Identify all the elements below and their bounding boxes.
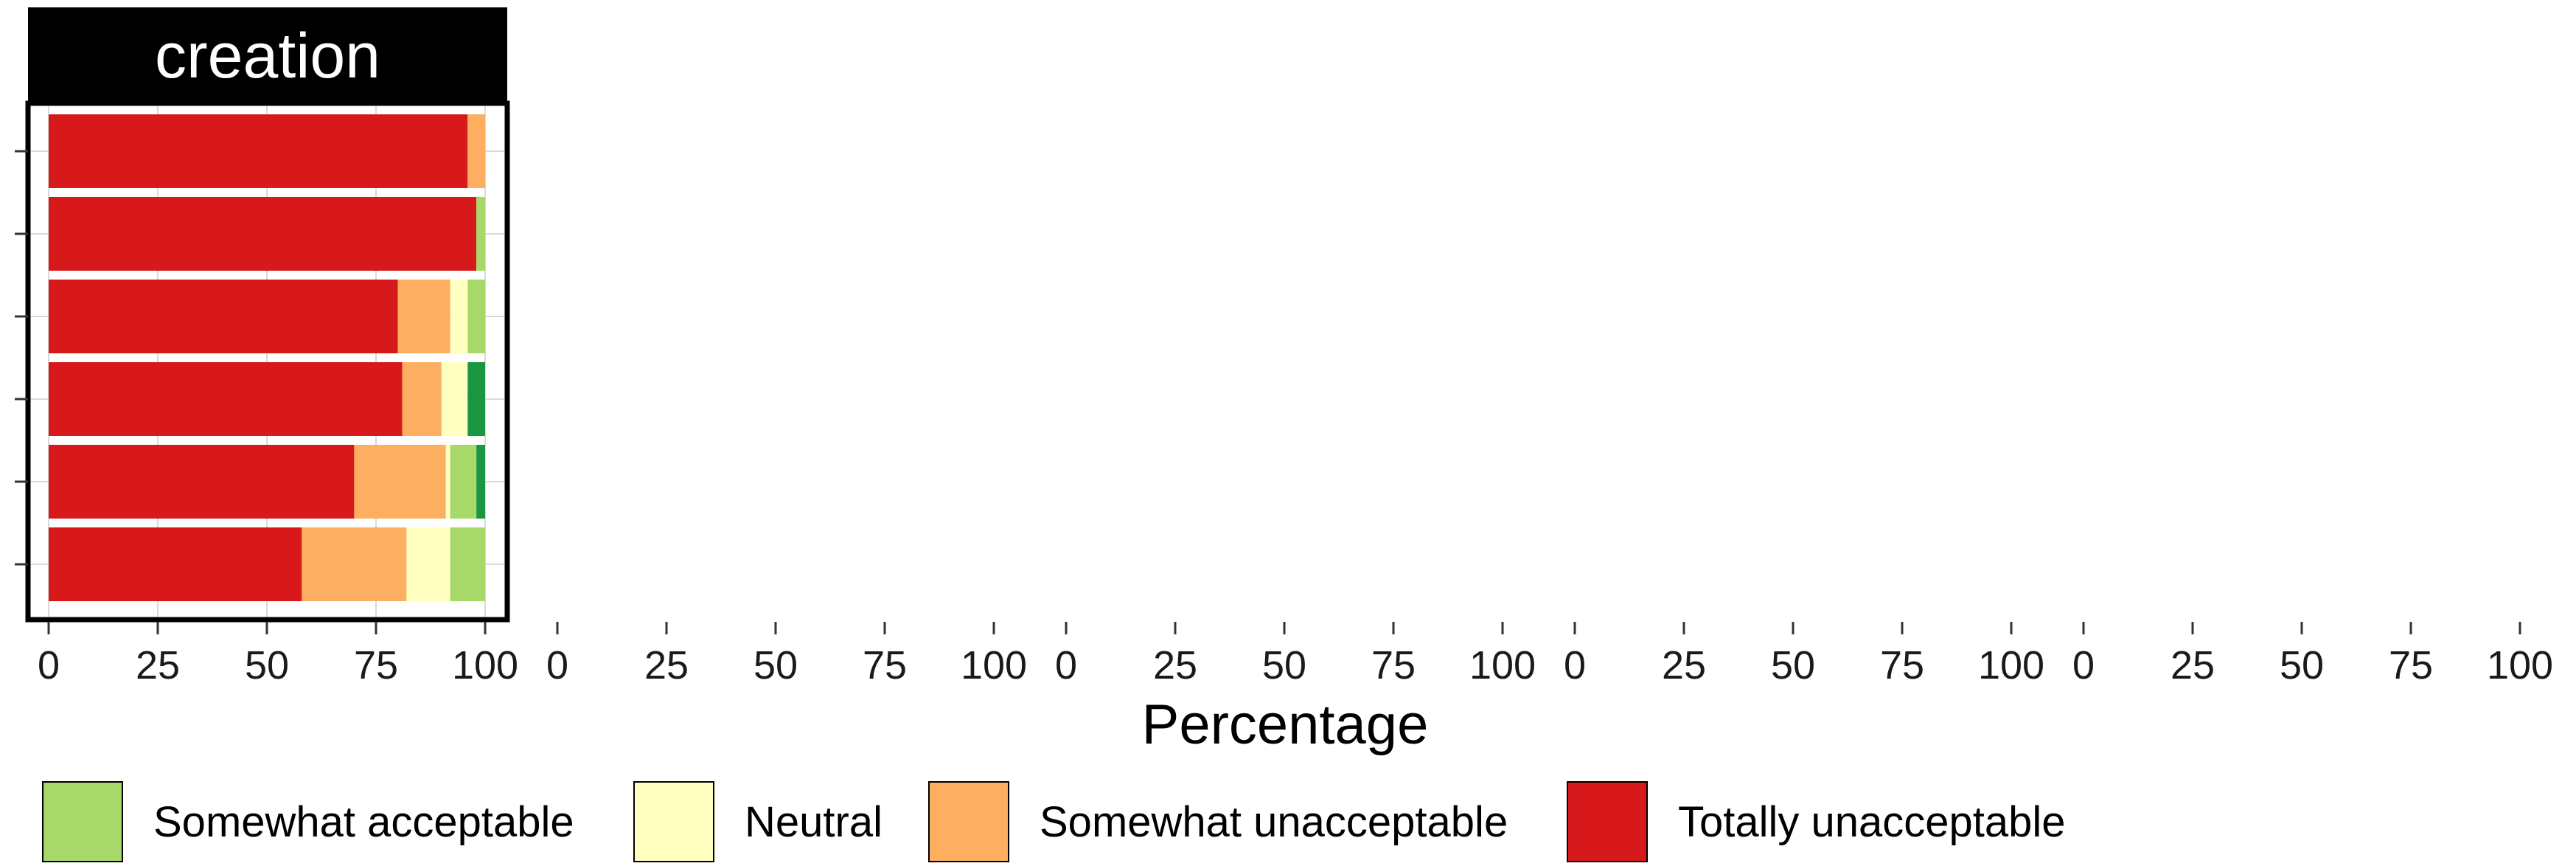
bar-segment [406,527,450,601]
bar-segment [49,280,398,353]
x-tick-label: 25 [1662,643,1706,687]
bar-segment [49,527,302,601]
x-tick-label: 75 [354,643,398,687]
x-tick-label: 100 [1978,643,2044,687]
x-tick-label: 0 [2072,643,2095,687]
legend-swatch [633,781,714,862]
bar-segment [467,362,485,436]
bar-segment [450,280,468,353]
x-tick-label: 0 [1055,643,1077,687]
panel-title: creation [155,21,380,91]
bars [49,114,485,601]
bar-segment [49,445,355,519]
bar-segment [445,445,450,519]
x-tick-label: 100 [452,643,518,687]
bar-segment [49,197,477,271]
legend-swatch [1567,781,1648,862]
x-tick-label: 50 [2280,643,2324,687]
x-tick-label: 100 [961,643,1027,687]
x-tick-label: 50 [245,643,289,687]
bar-segment [354,445,446,519]
legend-swatch [42,781,123,862]
x-tick-label: 100 [2487,643,2553,687]
legend-label: Neutral [745,798,883,846]
x-axis-ticks: 0 25 50 75 100 0 25 50 75 100 0 25 50 75 100 0 25 50 75 100… [38,622,2553,687]
x-tick-label: 100 [1469,643,1536,687]
x-tick-label: 25 [644,643,689,687]
x-axis-title: Percentage [1142,693,1429,756]
bar-segment [467,280,485,353]
bar-segment [402,362,442,436]
panel-strip [28,7,507,103]
legend-label: Somewhat unacceptable [1040,798,1508,846]
bar-segment [49,114,468,188]
x-tick-label: 75 [1371,643,1416,687]
bar-segment [467,114,485,188]
x-tick-label: 75 [1880,643,1924,687]
x-tick-label: 0 [1564,643,1586,687]
bar-segment [441,362,468,436]
bar-segment [450,527,485,601]
x-tick-label: 25 [2171,643,2215,687]
bar-segment [450,445,477,519]
bar-segment [397,280,450,353]
x-tick-label: 75 [2389,643,2433,687]
bar-segment [302,527,407,601]
bar-segment [476,445,485,519]
x-tick-label: 50 [753,643,798,687]
x-tick-label: 0 [546,643,568,687]
legend-swatch [928,781,1009,862]
y-axis-ticks [15,150,28,566]
x-tick-label: 75 [863,643,907,687]
x-tick-label: 0 [38,643,60,687]
legend-label: Totally unacceptable [1678,798,2066,846]
x-tick-label: 50 [1262,643,1306,687]
legend-label: Somewhat acceptable [153,798,574,846]
x-tick-label: 50 [1771,643,1815,687]
bar-segment [49,362,403,436]
x-tick-label: 25 [1153,643,1197,687]
bar-segment [476,197,485,271]
x-tick-label: 25 [136,643,180,687]
legend: Somewhat acceptable Neutral Somewhat unacc… [42,781,2066,862]
